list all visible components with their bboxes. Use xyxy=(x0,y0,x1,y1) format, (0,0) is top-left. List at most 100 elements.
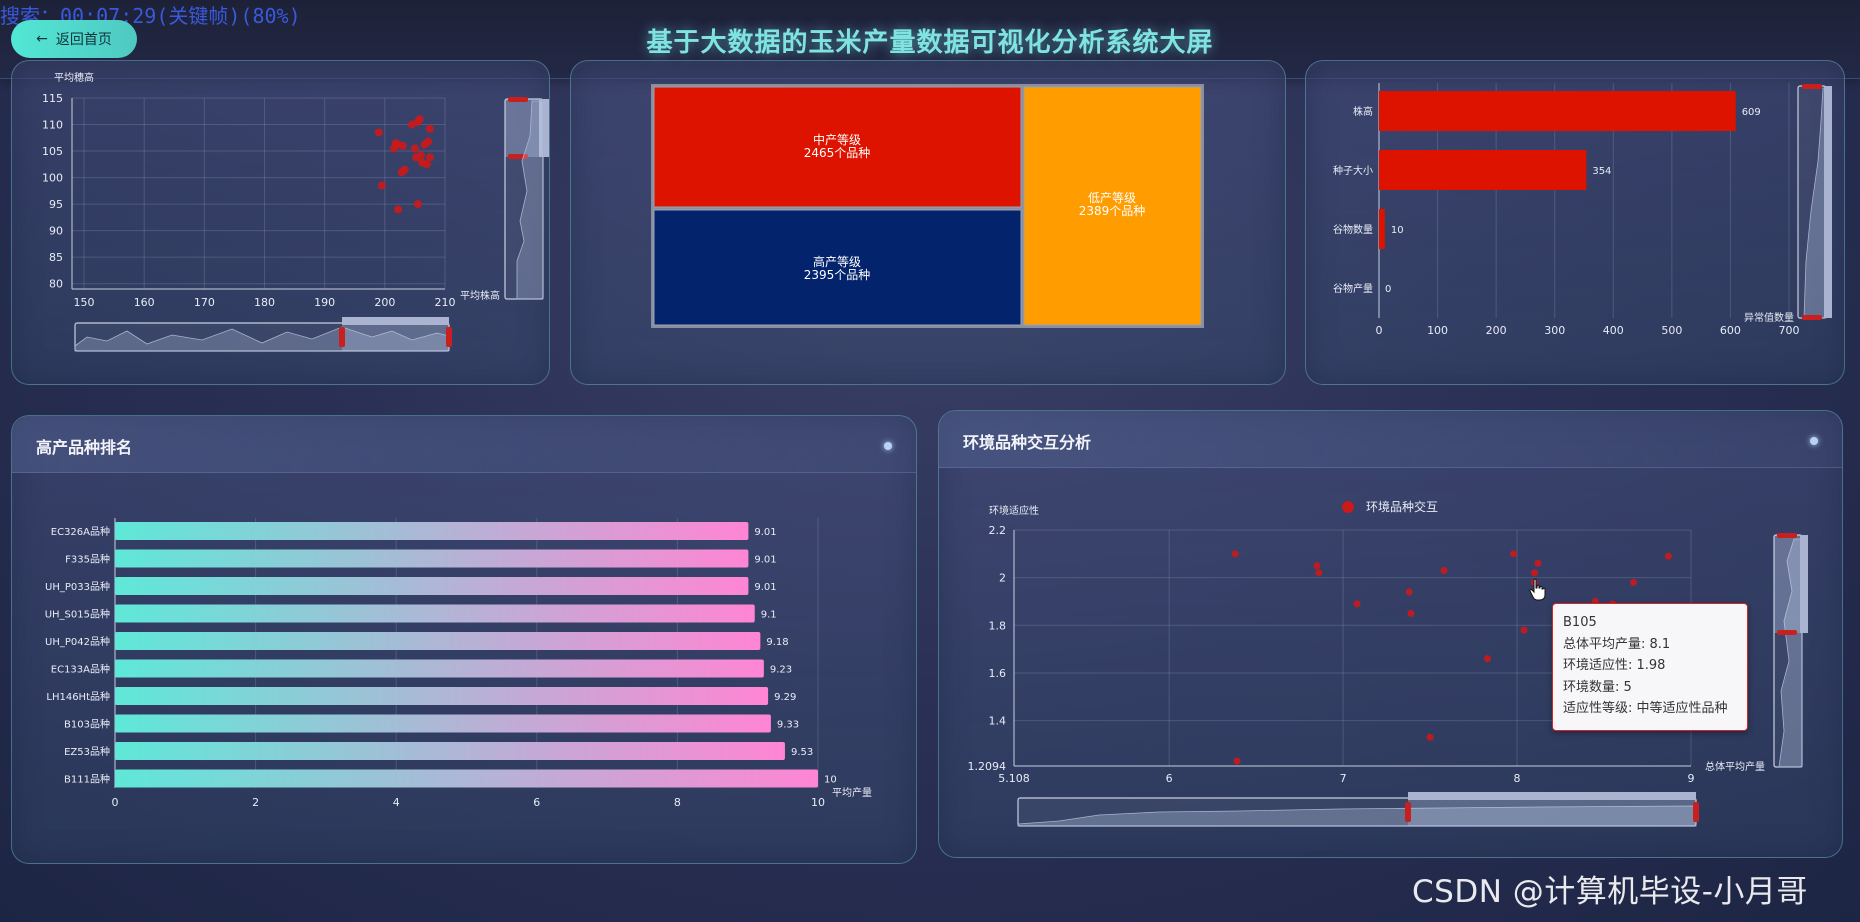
scatter-point xyxy=(1313,562,1321,570)
value-label: 9.01 xyxy=(754,527,776,538)
treemap-panel: 中产等级 2465个品种 高产等级 2395个品种 低产等级 2389个品种 xyxy=(570,60,1286,385)
scatter-point xyxy=(394,205,403,214)
vertical-zoom-handle-top[interactable] xyxy=(508,97,528,102)
vertical-zoom-handle-bottom[interactable] xyxy=(1777,630,1797,635)
scatter-point xyxy=(407,120,416,129)
x-axis-label: 异常值数量 xyxy=(1744,311,1794,324)
ranking-panel: 高产品种排名 平均产量 0 2 4 6 8 10 EC326A品种 9.01 F335品种 9.0… xyxy=(11,415,917,864)
horizontal-zoom-bar[interactable] xyxy=(342,317,449,325)
vertical-zoom-handle-top[interactable] xyxy=(1777,533,1797,538)
treemap-label-mid: 中产等级 xyxy=(813,132,861,147)
y-tick-label: 1.4 xyxy=(989,715,1007,728)
yield-level-treemap: 中产等级 2465个品种 高产等级 2395个品种 低产等级 2389个品种 xyxy=(651,84,1204,328)
bar xyxy=(115,659,764,678)
vertical-zoom-bar[interactable] xyxy=(1800,535,1808,633)
bar xyxy=(115,714,771,733)
vertical-zoom-bar[interactable] xyxy=(539,99,549,157)
data-tooltip: B105 总体平均产量: 8.1 环境适应性: 1.98 环境数量: 5 适应性… xyxy=(1552,603,1748,731)
x-tick-label: 300 xyxy=(1544,324,1565,337)
scatter-point xyxy=(416,151,425,160)
x-tick-label: 600 xyxy=(1720,324,1741,337)
bar xyxy=(115,522,749,540)
tooltip-line: 环境适应性: 1.98 xyxy=(1563,658,1666,673)
horizontal-zoom-handle-left[interactable] xyxy=(1405,802,1411,822)
vertical-zoom-bar[interactable] xyxy=(1824,86,1832,318)
bar xyxy=(1379,209,1385,249)
bar xyxy=(115,632,761,650)
category-label: UH_S015品种 xyxy=(45,608,110,621)
y-tick-label: 1.2094 xyxy=(968,760,1007,773)
x-tick-label: 170 xyxy=(194,296,215,309)
x-tick-label: 4 xyxy=(393,796,400,809)
y-tick-label: 95 xyxy=(49,198,63,211)
horizontal-zoom-window[interactable] xyxy=(342,323,449,351)
scatter-point xyxy=(1315,569,1323,577)
scatter-point xyxy=(1407,609,1415,617)
scatter-panel: 平均穗高 平均株高 80 85 90 95 100 105 110 115 150 160 170 1… xyxy=(11,60,550,385)
x-tick-label: 5.108 xyxy=(998,772,1030,785)
value-label: 9.1 xyxy=(761,610,777,621)
category-label: EC326A品种 xyxy=(51,525,110,538)
x-tick-label: 400 xyxy=(1603,324,1624,337)
horizontal-zoom-bar[interactable] xyxy=(1408,792,1696,800)
y-tick-label: 80 xyxy=(49,278,63,291)
status-dot-icon xyxy=(884,442,892,450)
horizontal-zoom-handle-left[interactable] xyxy=(339,327,345,347)
status-dot-icon xyxy=(1810,437,1818,445)
tooltip-title: B105 xyxy=(1563,615,1597,630)
x-tick-label: 210 xyxy=(435,296,456,309)
vertical-zoom-shadow xyxy=(516,100,544,300)
bar xyxy=(115,577,749,595)
y-tick-label: 110 xyxy=(42,119,63,132)
x-tick-label: 200 xyxy=(1486,324,1507,337)
x-tick-label: 6 xyxy=(1166,772,1173,785)
x-tick-label: 9 xyxy=(1688,772,1695,785)
scatter-point xyxy=(424,137,433,146)
vertical-zoom-window[interactable] xyxy=(1774,535,1802,633)
ranking-bar-chart: 平均产量 0 2 4 6 8 10 EC326A品种 9.01 F335品种 9.01 UH_P03… xyxy=(45,518,872,809)
x-tick-label: 6 xyxy=(533,796,540,809)
legend-label: 环境品种交互 xyxy=(1366,499,1438,514)
horizontal-zoom-handle-right[interactable] xyxy=(1693,802,1699,822)
bar xyxy=(1379,91,1736,131)
y-tick-label: 105 xyxy=(42,145,63,158)
horizontal-zoom-window[interactable] xyxy=(1408,798,1696,826)
x-axis-label: 总体平均产量 xyxy=(1705,760,1765,773)
scatter-point xyxy=(425,124,434,133)
bar xyxy=(115,604,755,623)
legend-marker xyxy=(1342,501,1354,513)
vertical-zoom-window[interactable] xyxy=(505,99,543,157)
scatter-point xyxy=(1510,550,1518,558)
ranking-title: 高产品种排名 xyxy=(36,438,133,457)
x-tick-label: 180 xyxy=(254,296,275,309)
y-tick-label: 90 xyxy=(49,225,63,238)
y-tick-label: 115 xyxy=(42,92,63,105)
category-label: EZ53品种 xyxy=(64,745,110,758)
bar xyxy=(115,549,749,568)
treemap-cell-mid[interactable] xyxy=(653,86,1022,208)
vertical-zoom-handle-top[interactable] xyxy=(1802,84,1822,89)
value-label: 354 xyxy=(1592,166,1611,177)
treemap-cell-high[interactable] xyxy=(653,209,1022,326)
x-axis-label: 平均株高 xyxy=(460,289,500,302)
scatter-point xyxy=(1353,600,1361,608)
scatter-point xyxy=(1483,655,1491,663)
category-label: LH146Ht品种 xyxy=(46,690,110,703)
value-label: 10 xyxy=(1391,225,1404,236)
home-button[interactable]: ← 返回首页 xyxy=(11,20,137,58)
scatter-point xyxy=(377,181,386,190)
y-axis-label: 环境适应性 xyxy=(989,504,1039,517)
scatter-point xyxy=(1233,757,1241,765)
scatter-point xyxy=(1664,552,1672,560)
vertical-zoom-handle-bottom[interactable] xyxy=(1802,315,1822,320)
x-tick-label: 100 xyxy=(1427,324,1448,337)
x-tick-label: 200 xyxy=(374,296,395,309)
x-tick-label: 8 xyxy=(674,796,681,809)
x-tick-label: 10 xyxy=(811,796,825,809)
horizontal-zoom-handle-right[interactable] xyxy=(446,327,452,347)
value-label: 10 xyxy=(824,775,837,786)
x-tick-label: 7 xyxy=(1340,772,1347,785)
home-button-label: 返回首页 xyxy=(55,32,112,48)
treemap-cell-low[interactable] xyxy=(1023,86,1202,326)
